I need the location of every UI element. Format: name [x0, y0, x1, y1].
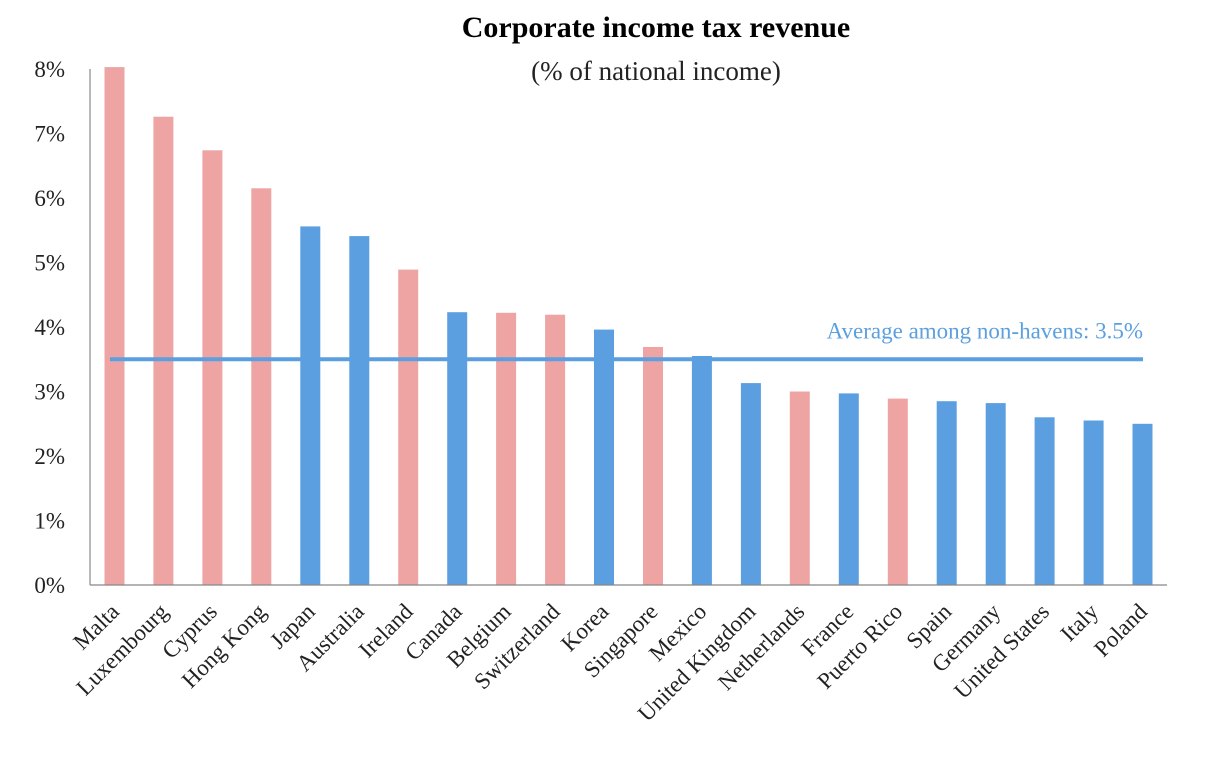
bar-ireland — [398, 269, 419, 585]
x-tick-label: Poland — [1089, 599, 1152, 662]
bar-germany — [985, 403, 1006, 585]
bar-cyprus — [202, 150, 223, 586]
bar-united-states — [1034, 417, 1055, 585]
bar-canada — [447, 312, 468, 585]
y-tick-label: 0% — [34, 573, 65, 598]
y-tick-label: 3% — [34, 380, 65, 405]
bar-spain — [936, 401, 957, 585]
bar-switzerland — [545, 314, 566, 585]
chart-subtitle: (% of national income) — [531, 56, 781, 86]
average-label: Average among non-havens: 3.5% — [827, 318, 1143, 343]
bar-singapore — [643, 347, 663, 585]
y-tick-label: 1% — [34, 509, 65, 534]
y-tick-label: 7% — [34, 122, 65, 147]
bar-japan — [300, 226, 321, 585]
bar-belgium — [496, 312, 517, 585]
chart-title: Corporate income tax revenue — [462, 11, 851, 44]
bar-poland — [1132, 423, 1153, 586]
y-tick-label: 8% — [34, 57, 65, 82]
bars-group — [104, 67, 1153, 586]
bar-france — [838, 393, 859, 585]
bar-korea — [594, 329, 614, 585]
bar-netherlands — [789, 391, 810, 585]
bar-puerto-rico — [887, 398, 908, 585]
bar-italy — [1083, 420, 1104, 585]
bar-luxembourg — [153, 116, 174, 585]
y-tick-label: 4% — [34, 315, 65, 340]
bar-australia — [349, 236, 370, 585]
y-tick-label: 6% — [34, 186, 65, 211]
bar-hong-kong — [251, 188, 272, 586]
bar-mexico — [691, 356, 712, 585]
y-axis-ticks: 0% 1% 2% 3% 4% 5% 6% 7% 8% — [34, 57, 65, 598]
y-tick-label: 2% — [34, 444, 65, 469]
bar-malta — [104, 67, 125, 586]
y-tick-label: 5% — [34, 251, 65, 276]
bar-united-kingdom — [740, 383, 761, 585]
